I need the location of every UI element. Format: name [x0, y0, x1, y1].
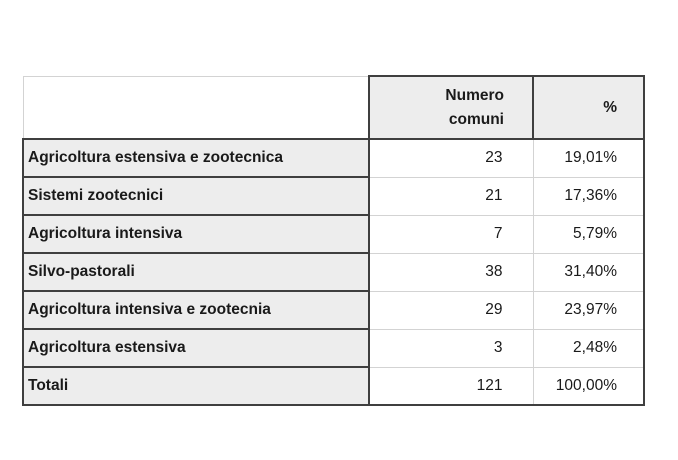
header-percent: %: [532, 75, 645, 140]
row-label: Sistemi zootecnici: [22, 176, 370, 216]
row-percent: 31,40%: [532, 252, 645, 292]
row-percent-total: 100,00%: [532, 366, 645, 406]
table-row: Agricoltura intensiva 7 5,79%: [22, 214, 645, 254]
row-label-total: Totali: [22, 366, 370, 406]
row-label: Agricoltura estensiva: [22, 328, 370, 368]
row-numero: 3: [368, 328, 534, 368]
header-numero-comuni: Numero comuni: [368, 75, 534, 140]
row-percent: 2,48%: [532, 328, 645, 368]
row-numero: 23: [368, 138, 534, 178]
table-row: Agricoltura intensiva e zootecnia 29 23,…: [22, 290, 645, 330]
table-row: Sistemi zootecnici 21 17,36%: [22, 176, 645, 216]
row-numero: 21: [368, 176, 534, 216]
header-empty-cell: [22, 75, 370, 140]
row-numero: 29: [368, 290, 534, 330]
row-label: Agricoltura estensiva e zootecnica: [22, 138, 370, 178]
row-numero: 38: [368, 252, 534, 292]
row-numero: 7: [368, 214, 534, 254]
table-row: Agricoltura estensiva e zootecnica 23 19…: [22, 138, 645, 178]
row-label: Agricoltura intensiva: [22, 214, 370, 254]
table-row: Silvo-pastorali 38 31,40%: [22, 252, 645, 292]
row-percent: 19,01%: [532, 138, 645, 178]
row-percent: 23,97%: [532, 290, 645, 330]
table-row: Agricoltura estensiva 3 2,48%: [22, 328, 645, 368]
header-row: Numero comuni %: [22, 75, 645, 140]
comuni-classification-table: Numero comuni % Agricoltura estensiva e …: [22, 75, 645, 406]
row-percent: 5,79%: [532, 214, 645, 254]
row-numero-total: 121: [368, 366, 534, 406]
row-label: Silvo-pastorali: [22, 252, 370, 292]
row-percent: 17,36%: [532, 176, 645, 216]
row-label: Agricoltura intensiva e zootecnia: [22, 290, 370, 330]
table-row-total: Totali 121 100,00%: [22, 366, 645, 406]
